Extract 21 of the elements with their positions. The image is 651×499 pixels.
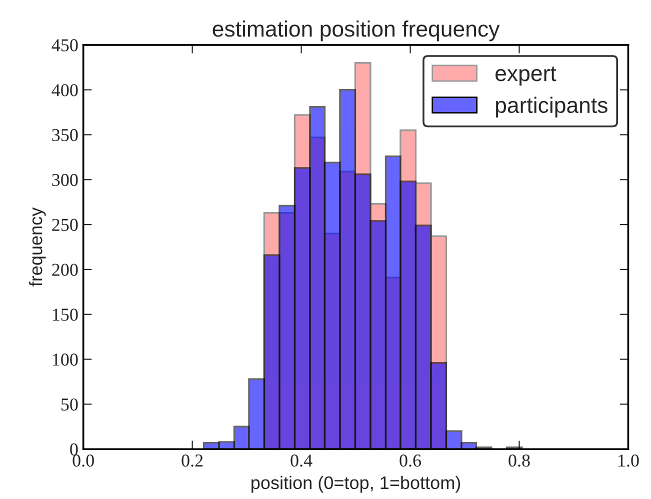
y-tick-label: 0 xyxy=(70,443,78,456)
y-tick-label: 100 xyxy=(52,354,78,366)
x-tick-label: 1.0 xyxy=(618,454,639,467)
y-tick-label: 250 xyxy=(52,218,78,231)
y-tick-label: 450 xyxy=(52,39,78,52)
y-tick-label: 300 xyxy=(52,174,78,186)
y-tick-label: 50 xyxy=(61,398,78,411)
legend-label: participants xyxy=(496,96,608,118)
x-tick-label: 0.4 xyxy=(290,454,312,467)
x-axis-title: position (0=top, 1=bottom) xyxy=(252,476,460,493)
x-tick-label: 0.6 xyxy=(400,454,422,467)
y-axis-title: frequency xyxy=(29,207,46,286)
chart-title: estimation position frequency xyxy=(212,20,500,42)
y-tick-label: 150 xyxy=(52,308,78,321)
y-tick-label: 200 xyxy=(52,264,78,276)
x-tick-label: 0.2 xyxy=(182,454,203,467)
legend-label: expert xyxy=(496,66,556,86)
x-tick-label: 0.0 xyxy=(72,454,94,467)
y-tick-label: 400 xyxy=(52,84,78,96)
y-tick-label: 350 xyxy=(52,128,78,142)
x-tick-label: 0.8 xyxy=(508,454,530,467)
